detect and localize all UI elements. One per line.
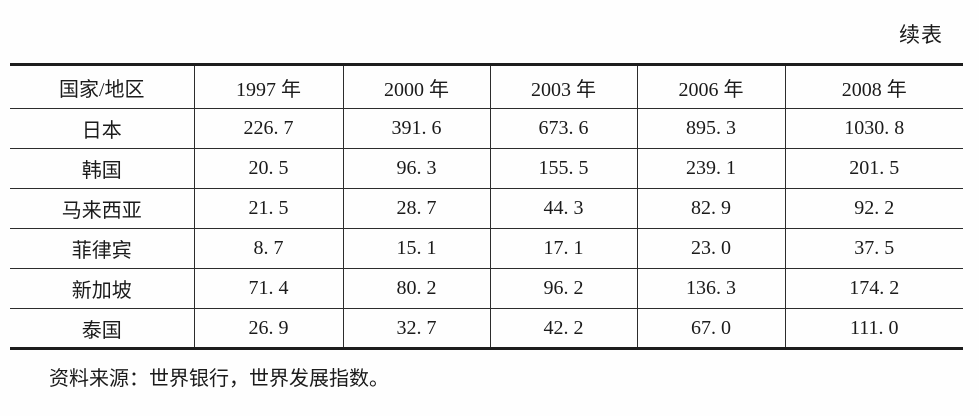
table-cell: 28. 7 <box>343 188 491 229</box>
table-cell: 26. 9 <box>194 308 344 349</box>
table-cell: 239. 1 <box>637 148 786 189</box>
table-header-row: 国家/地区 1997 年 2000 年 2003 年 2006 年 2008 年 <box>10 64 963 109</box>
table-row-south-korea: 韩国 20. 5 96. 3 155. 5 239. 1 201. 5 <box>10 148 963 189</box>
table-cell: 96. 2 <box>490 268 638 309</box>
table-cell: 37. 5 <box>785 228 963 269</box>
header-year-1997: 1997 年 <box>194 64 344 109</box>
table-cell: 8. 7 <box>194 228 344 269</box>
table-cell: 15. 1 <box>343 228 491 269</box>
continued-table-label: 续表 <box>899 23 943 47</box>
table-row-japan: 日本 226. 7 391. 6 673. 6 895. 3 1030. 8 <box>10 108 963 149</box>
table-cell: 23. 0 <box>637 228 786 269</box>
table-cell: 92. 2 <box>785 188 963 229</box>
table-cell: 174. 2 <box>785 268 963 309</box>
table-row-philippines: 菲律宾 8. 7 15. 1 17. 1 23. 0 37. 5 <box>10 228 963 269</box>
table-cell: 82. 9 <box>637 188 786 229</box>
table-row-malaysia: 马来西亚 21. 5 28. 7 44. 3 82. 9 92. 2 <box>10 188 963 229</box>
header-year-2008: 2008 年 <box>785 64 963 109</box>
header-year-2003: 2003 年 <box>490 64 638 109</box>
table-cell: 673. 6 <box>490 108 638 149</box>
row-label-singapore: 新加坡 <box>10 268 195 309</box>
table-cell: 71. 4 <box>194 268 344 309</box>
row-label-malaysia: 马来西亚 <box>10 188 195 229</box>
table-row-singapore: 新加坡 71. 4 80. 2 96. 2 136. 3 174. 2 <box>10 268 963 309</box>
header-year-2006: 2006 年 <box>637 64 786 109</box>
row-label-thailand: 泰国 <box>10 308 195 349</box>
source-note: 资料来源：世界银行，世界发展指数。 <box>49 368 389 390</box>
table-cell: 67. 0 <box>637 308 786 349</box>
table-cell: 895. 3 <box>637 108 786 149</box>
row-label-south-korea: 韩国 <box>10 148 195 189</box>
table-row-thailand: 泰国 26. 9 32. 7 42. 2 67. 0 111. 0 <box>10 308 963 349</box>
table-cell: 1030. 8 <box>785 108 963 149</box>
table-cell: 21. 5 <box>194 188 344 229</box>
table-cell: 32. 7 <box>343 308 491 349</box>
table-cell: 44. 3 <box>490 188 638 229</box>
row-label-philippines: 菲律宾 <box>10 228 195 269</box>
row-label-japan: 日本 <box>10 108 195 149</box>
table-cell: 201. 5 <box>785 148 963 189</box>
header-country-region: 国家/地区 <box>10 64 195 109</box>
table-cell: 136. 3 <box>637 268 786 309</box>
table-cell: 96. 3 <box>343 148 491 189</box>
table-cell: 155. 5 <box>490 148 638 189</box>
table-cell: 17. 1 <box>490 228 638 269</box>
table-cell: 80. 2 <box>343 268 491 309</box>
header-year-2000: 2000 年 <box>343 64 491 109</box>
table-cell: 42. 2 <box>490 308 638 349</box>
table-cell: 20. 5 <box>194 148 344 189</box>
data-table: 国家/地区 1997 年 2000 年 2003 年 2006 年 2008 年… <box>10 63 963 350</box>
table-cell: 391. 6 <box>343 108 491 149</box>
table-cell: 226. 7 <box>194 108 344 149</box>
table-cell: 111. 0 <box>849 316 899 339</box>
